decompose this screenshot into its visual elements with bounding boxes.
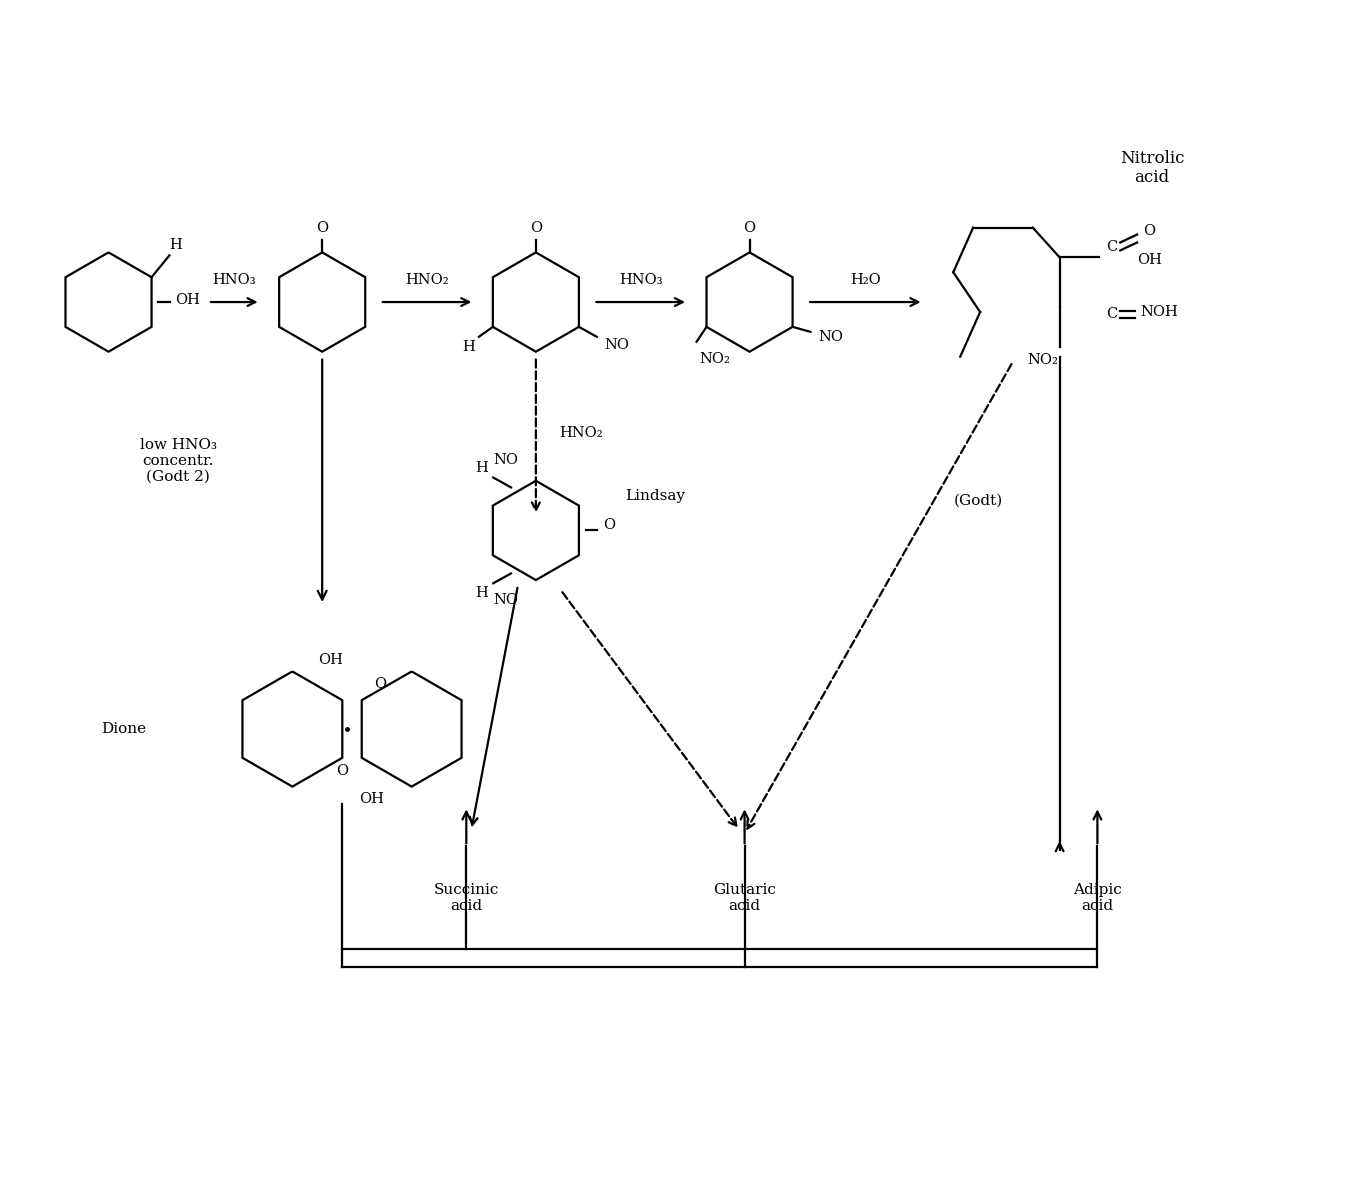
Text: Nitrolic
acid: Nitrolic acid	[1119, 150, 1184, 186]
Text: OH: OH	[1137, 254, 1161, 268]
Text: low HNO₃
concentr.
(Godt 2): low HNO₃ concentr. (Godt 2)	[139, 438, 216, 484]
Text: OH: OH	[318, 653, 342, 667]
Text: HNO₂: HNO₂	[558, 426, 603, 440]
Text: O: O	[373, 677, 385, 691]
Text: H₂O: H₂O	[850, 274, 880, 287]
Text: NO: NO	[604, 337, 629, 352]
Text: O: O	[744, 221, 756, 235]
Text: NO₂: NO₂	[699, 352, 730, 366]
Text: Glutaric
acid: Glutaric acid	[713, 883, 776, 913]
Text: HNO₃: HNO₃	[212, 274, 256, 287]
Text: O: O	[1142, 223, 1155, 237]
Text: HNO₂: HNO₂	[406, 274, 449, 287]
Text: H: H	[475, 460, 488, 474]
Text: NO: NO	[493, 594, 519, 608]
Text: OH: OH	[360, 792, 384, 806]
Text: NO: NO	[818, 329, 842, 343]
Text: O: O	[603, 518, 615, 532]
Text: Lindsay: Lindsay	[625, 489, 685, 503]
Text: H: H	[475, 586, 488, 601]
Text: C: C	[1106, 241, 1117, 255]
Text: HNO₃: HNO₃	[619, 274, 662, 287]
Text: NO₂: NO₂	[1028, 353, 1059, 367]
Text: O: O	[316, 221, 329, 235]
Text: O: O	[337, 763, 347, 778]
Text: NO: NO	[493, 453, 519, 466]
Text: H: H	[462, 340, 476, 354]
Text: H: H	[169, 238, 181, 253]
Text: Succinic
acid: Succinic acid	[434, 883, 499, 913]
Text: Dione: Dione	[101, 722, 146, 736]
Text: C: C	[1106, 307, 1117, 321]
Text: O: O	[530, 221, 542, 235]
Text: NOH: NOH	[1140, 304, 1178, 319]
Text: (Godt): (Godt)	[953, 493, 1003, 507]
Text: OH: OH	[176, 293, 200, 307]
Text: Adipic
acid: Adipic acid	[1073, 883, 1122, 913]
